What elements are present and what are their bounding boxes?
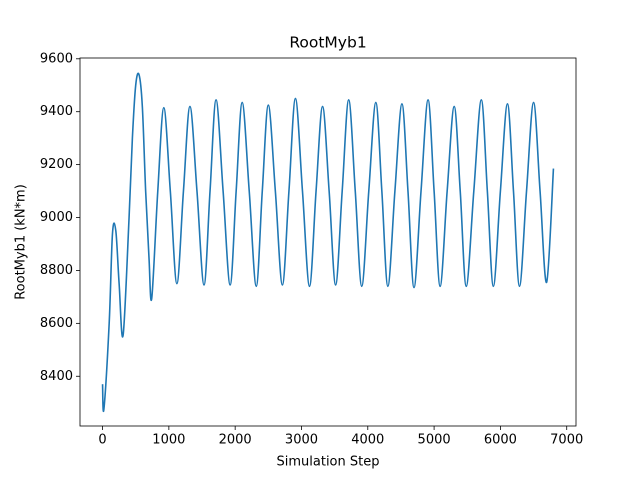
y-tick-label: 8800 [40, 263, 73, 278]
x-tick-label: 0 [98, 433, 106, 448]
y-axis-label: RootMyb1 (kN*m) [14, 184, 29, 300]
x-tick-label: 1000 [152, 433, 185, 448]
x-tick-label: 5000 [418, 433, 451, 448]
y-tick-label: 9400 [40, 104, 73, 119]
y-tick-label: 8600 [40, 316, 73, 331]
x-tick-label: 4000 [351, 433, 384, 448]
x-tick-label: 6000 [484, 433, 517, 448]
y-tick-label: 9200 [40, 157, 73, 172]
x-tick-label: 2000 [219, 433, 252, 448]
y-tick-label: 8400 [40, 369, 73, 384]
y-tick-label: 9000 [40, 210, 73, 225]
x-tick-label: 3000 [285, 433, 318, 448]
x-axis-label: Simulation Step [277, 455, 380, 470]
plot-frame [79, 57, 577, 427]
x-tick-label: 7000 [550, 433, 583, 448]
y-tick-label: 9600 [40, 51, 73, 66]
line-series [101, 72, 555, 413]
chart-title: RootMyb1 [289, 34, 366, 52]
